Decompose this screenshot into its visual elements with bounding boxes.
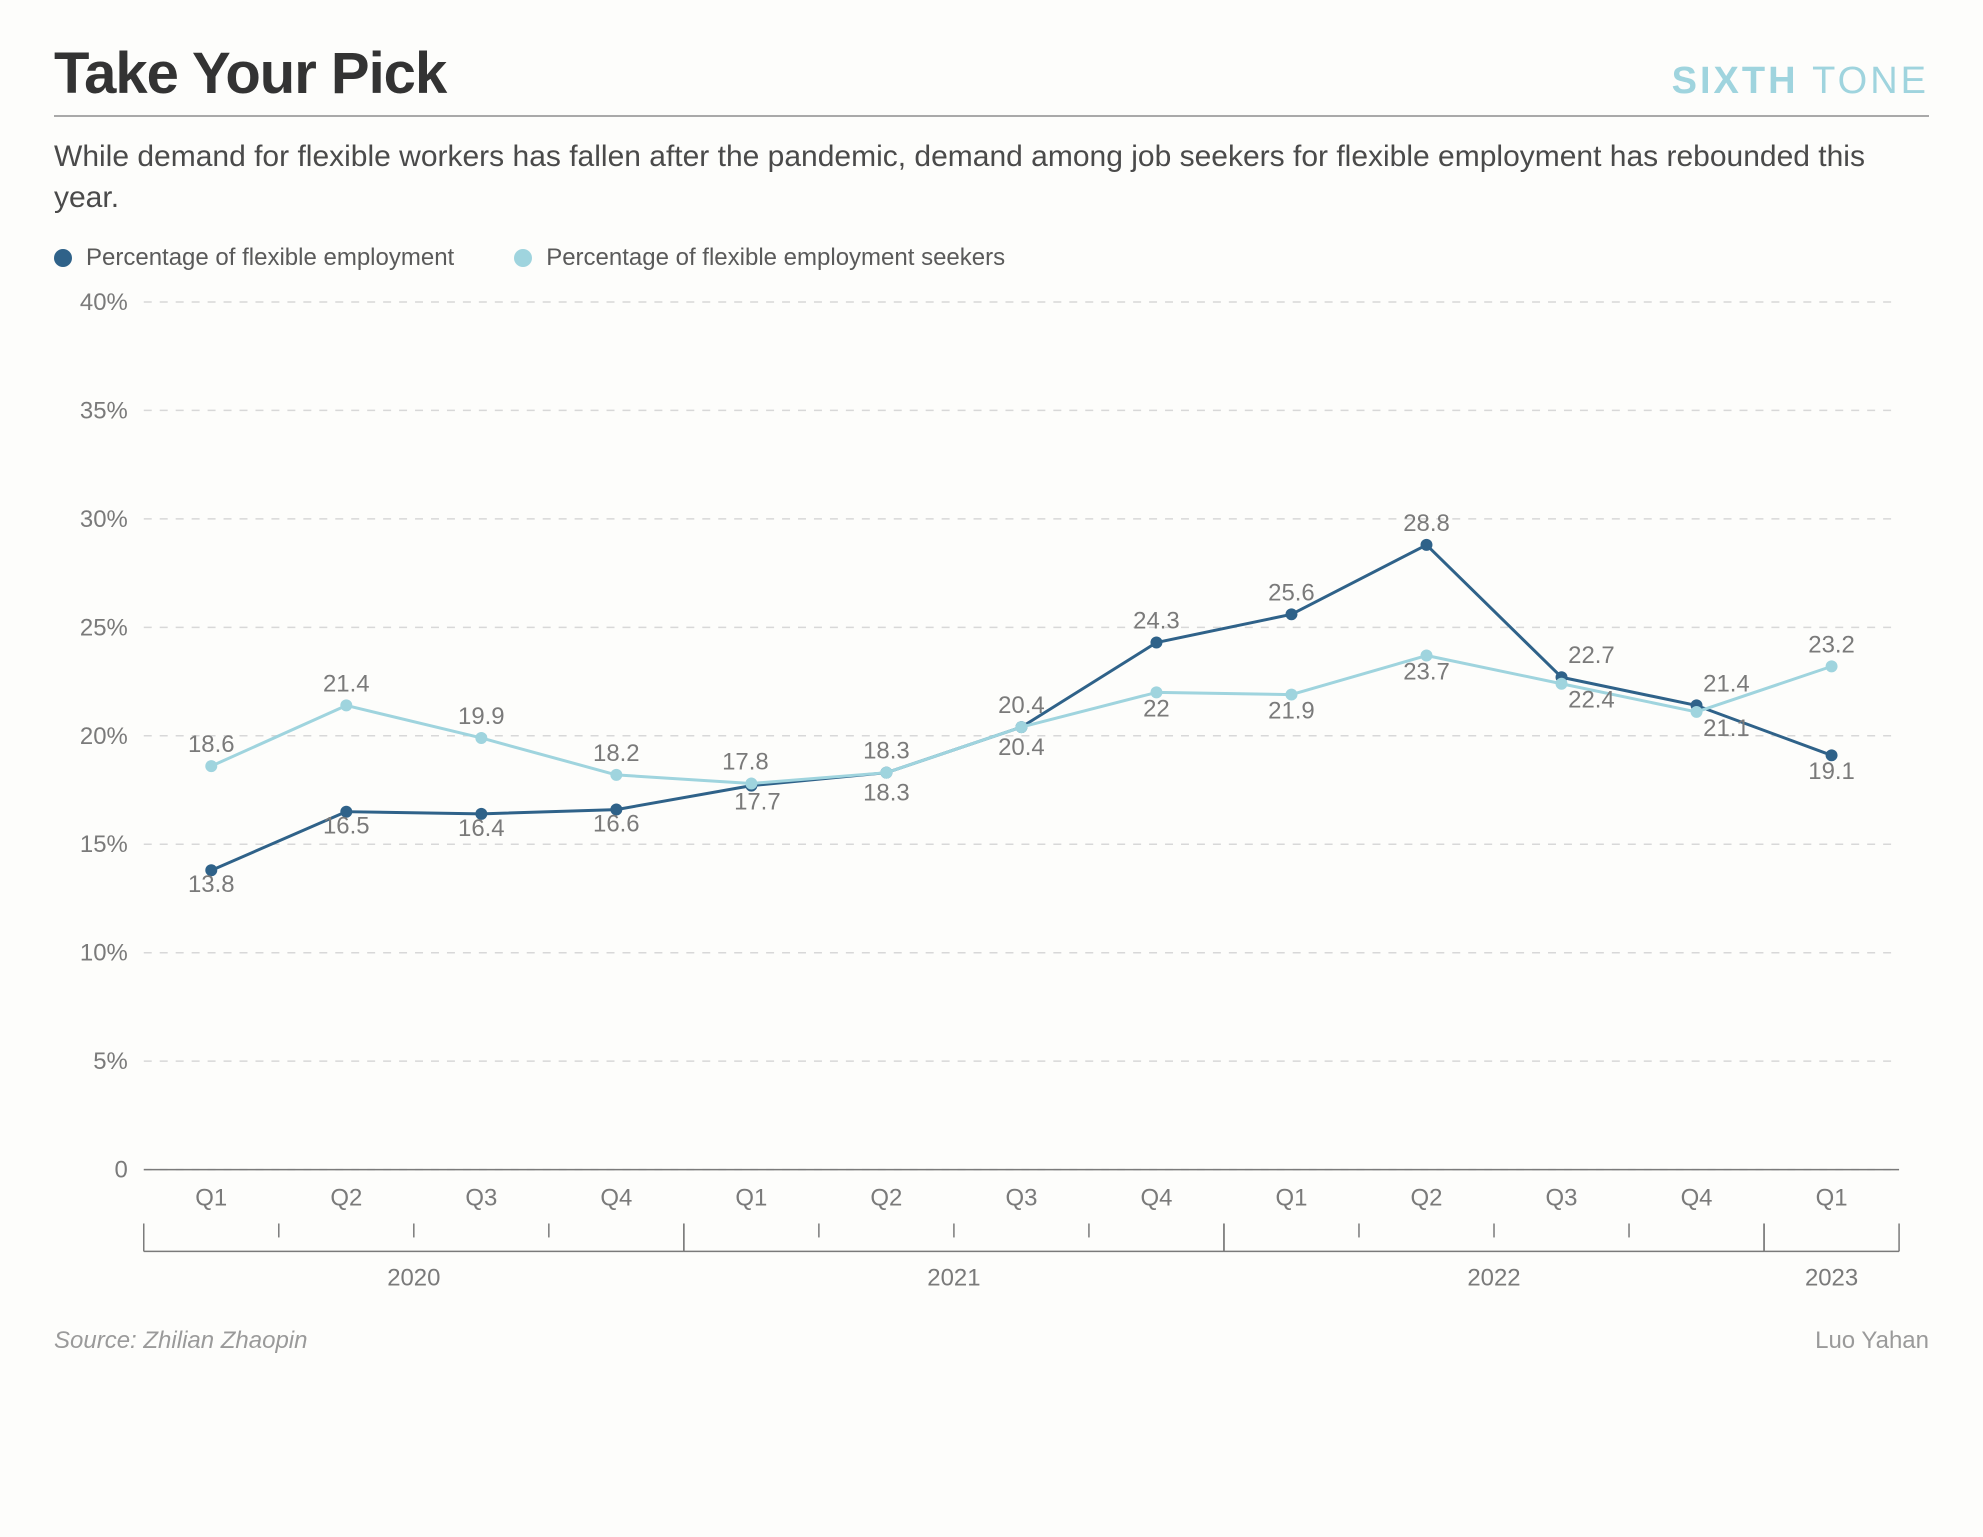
value-label: 21.4 xyxy=(1703,670,1750,697)
value-label: 13.8 xyxy=(188,871,235,898)
value-label: 21.1 xyxy=(1703,715,1750,742)
value-label: 23.2 xyxy=(1808,631,1855,658)
brand-thin: TONE xyxy=(1812,60,1929,102)
value-label: 19.9 xyxy=(458,703,505,730)
series-marker xyxy=(1285,608,1297,620)
year-label: 2023 xyxy=(1805,1264,1858,1291)
value-label: 22 xyxy=(1143,695,1170,722)
chart-subtitle: While demand for flexible workers has fa… xyxy=(54,137,1874,218)
legend: Percentage of flexible employment Percen… xyxy=(54,244,1929,272)
series-marker xyxy=(1826,660,1838,672)
y-tick-label: 5% xyxy=(93,1048,128,1075)
value-label: 16.6 xyxy=(593,810,640,837)
x-tick-label: Q4 xyxy=(1140,1185,1172,1212)
chart-area: 0 5% 10% 15% 20% 25% 30% 35% 40% Q1 Q2 Q3 Q4 Q1 Q2 Q3 Q4… xyxy=(54,282,1929,1299)
x-tick-label: Q1 xyxy=(1816,1185,1848,1212)
value-label: 18.3 xyxy=(863,738,910,765)
series-marker xyxy=(610,769,622,781)
y-tick-label: 10% xyxy=(80,940,128,967)
value-label: 21.9 xyxy=(1268,698,1315,725)
x-tick-label: Q2 xyxy=(870,1185,902,1212)
x-tick-label: Q2 xyxy=(1411,1185,1443,1212)
year-label: 2021 xyxy=(927,1264,980,1291)
series-marker xyxy=(1691,706,1703,718)
source-name: Zhilian Zhaopin xyxy=(143,1327,307,1354)
value-label: 17.7 xyxy=(734,789,781,816)
x-tick-label: Q2 xyxy=(330,1185,362,1212)
x-tick-label: Q3 xyxy=(1546,1185,1578,1212)
value-label: 16.4 xyxy=(458,815,505,842)
x-tick-label: Q1 xyxy=(1276,1185,1308,1212)
legend-swatch-series2 xyxy=(514,249,532,267)
y-tick-label: 20% xyxy=(80,723,128,750)
series-marker xyxy=(340,699,352,711)
value-label: 22.4 xyxy=(1568,687,1615,714)
y-tick-label: 15% xyxy=(80,831,128,858)
brand-logo: SIXTH TONE xyxy=(1672,60,1929,103)
value-label: 28.8 xyxy=(1403,510,1450,537)
source-prefix: Source: xyxy=(54,1327,143,1354)
brand-bold: SIXTH xyxy=(1672,60,1799,102)
value-label: 18.2 xyxy=(593,740,640,767)
x-tick-label: Q4 xyxy=(600,1185,632,1212)
x-tick-label: Q1 xyxy=(735,1185,767,1212)
source-line: Source: Zhilian Zhaopin xyxy=(54,1327,308,1355)
value-label: 20.4 xyxy=(998,692,1045,719)
chart-title: Take Your Pick xyxy=(54,40,446,107)
series-marker xyxy=(1556,678,1568,690)
value-label: 23.7 xyxy=(1403,658,1450,685)
value-label: 16.5 xyxy=(323,813,370,840)
value-label: 17.8 xyxy=(722,749,769,776)
value-label: 18.6 xyxy=(188,731,235,758)
line-chart: 0 5% 10% 15% 20% 25% 30% 35% 40% Q1 Q2 Q3 Q4 Q1 Q2 Q3 Q4… xyxy=(54,282,1929,1299)
y-tick-label: 30% xyxy=(80,506,128,533)
x-tick-label: Q1 xyxy=(195,1185,227,1212)
page: Take Your Pick SIXTH TONE While demand f… xyxy=(0,0,1983,1385)
footer: Source: Zhilian Zhaopin Luo Yahan xyxy=(54,1327,1929,1355)
legend-swatch-series1 xyxy=(54,249,72,267)
header-row: Take Your Pick SIXTH TONE xyxy=(54,40,1929,117)
value-label: 24.3 xyxy=(1133,608,1180,635)
series-marker xyxy=(1421,539,1433,551)
legend-item-series1: Percentage of flexible employment xyxy=(54,244,454,272)
y-tick-label: 35% xyxy=(80,397,128,424)
value-label: 20.4 xyxy=(998,734,1045,761)
credit: Luo Yahan xyxy=(1815,1327,1929,1355)
legend-label-series1: Percentage of flexible employment xyxy=(86,244,454,272)
value-label: 21.4 xyxy=(323,670,370,697)
legend-item-series2: Percentage of flexible employment seeker… xyxy=(514,244,1005,272)
year-label: 2022 xyxy=(1467,1264,1520,1291)
value-label: 19.1 xyxy=(1808,758,1855,785)
series-marker xyxy=(1015,721,1027,733)
x-tick-label: Q3 xyxy=(1005,1185,1037,1212)
y-tick-label: 25% xyxy=(80,614,128,641)
x-tick-label: Q4 xyxy=(1681,1185,1713,1212)
y-tick-label: 40% xyxy=(80,289,128,316)
legend-label-series2: Percentage of flexible employment seeker… xyxy=(546,244,1005,272)
year-label: 2020 xyxy=(387,1264,440,1291)
value-label: 25.6 xyxy=(1268,579,1315,606)
series-marker xyxy=(475,732,487,744)
series-marker xyxy=(1150,637,1162,649)
series-marker xyxy=(745,778,757,790)
y-tick-label: 0 xyxy=(114,1157,127,1184)
x-tick-label: Q3 xyxy=(465,1185,497,1212)
value-label: 18.3 xyxy=(863,780,910,807)
value-label: 22.7 xyxy=(1568,642,1615,669)
series-marker xyxy=(205,760,217,772)
series-line xyxy=(211,656,1831,784)
series-marker xyxy=(880,767,892,779)
